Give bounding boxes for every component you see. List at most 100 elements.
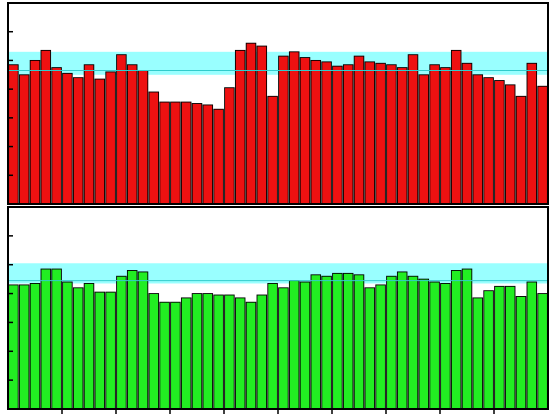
- top-bar-4: [40, 49, 52, 205]
- top-bar-6: [62, 72, 73, 205]
- top-bar-29: [310, 59, 322, 205]
- bottom-bar-21: [224, 294, 235, 410]
- bottom-bar-47: [504, 285, 516, 410]
- top-bar-8: [83, 64, 95, 205]
- bottom-bar-9: [94, 291, 106, 410]
- top-bar-21: [224, 87, 235, 205]
- bottom-bar-11: [116, 275, 127, 410]
- bottom-bar-43: [461, 268, 473, 410]
- bottom-bar-8: [83, 283, 95, 410]
- bottom-bar-48: [515, 296, 527, 410]
- top-bar-42: [450, 49, 462, 205]
- top-bar-36: [386, 64, 397, 205]
- top-bar-5: [51, 67, 62, 205]
- top-bar-40: [429, 64, 440, 205]
- top-bar-24: [256, 45, 268, 205]
- top-bar-7: [72, 77, 84, 205]
- top-bar-13: [137, 70, 149, 205]
- top-bar-9: [94, 78, 106, 205]
- top-bar-26: [278, 55, 289, 205]
- top-bar-19: [202, 104, 214, 205]
- bottom-bar-46: [494, 285, 505, 410]
- bottom-bar-7: [72, 287, 84, 410]
- top-panel: [7, 2, 549, 205]
- bottom-bar-41: [440, 283, 451, 410]
- bottom-bar-23: [245, 301, 257, 410]
- bottom-bar-27: [288, 280, 300, 410]
- bottom-bar-12: [126, 270, 138, 410]
- top-bar-11: [116, 54, 127, 205]
- bottom-bar-3: [29, 283, 41, 410]
- top-bar-44: [472, 74, 484, 205]
- bottom-bar-29: [310, 274, 322, 410]
- bottom-bar-39: [418, 278, 430, 410]
- top-bar-48: [515, 95, 527, 205]
- bottom-bar-15: [159, 301, 170, 410]
- bottom-bar-1: [8, 284, 19, 410]
- top-bar-31: [332, 65, 343, 205]
- top-bar-22: [234, 49, 246, 205]
- bottom-bar-14: [148, 293, 160, 410]
- bottom-bar-20: [213, 294, 224, 410]
- bottom-bar-50: [537, 293, 548, 410]
- bottom-bar-32: [342, 272, 354, 410]
- bottom-bar-45: [483, 290, 494, 410]
- bottom-bar-5: [51, 268, 62, 410]
- bottom-bar-36: [386, 275, 397, 410]
- bottom-bar-28: [299, 281, 311, 410]
- top-bar-3: [29, 59, 41, 205]
- bottom-bar-2: [18, 284, 30, 410]
- bottom-bar-22: [234, 297, 246, 410]
- top-bar-14: [148, 91, 160, 205]
- bottom-bar-31: [332, 272, 343, 410]
- top-bar-2: [18, 74, 30, 205]
- top-bar-35: [375, 62, 386, 205]
- top-bar-45: [483, 77, 494, 205]
- top-bar-50: [537, 85, 548, 205]
- bottom-bar-42: [450, 270, 462, 410]
- bottom-bar-4: [40, 268, 52, 410]
- top-bar-12: [126, 64, 138, 205]
- bottom-bar-44: [472, 297, 484, 410]
- bottom-bar-13: [137, 271, 149, 410]
- bottom-bar-17: [180, 297, 192, 410]
- top-bar-38: [407, 54, 419, 205]
- bottom-bar-16: [170, 301, 181, 410]
- top-bar-37: [396, 67, 408, 205]
- bottom-bar-24: [256, 294, 268, 410]
- top-bar-18: [191, 103, 203, 205]
- top-bar-34: [364, 61, 376, 205]
- top-frame: [7, 2, 549, 205]
- top-bar-28: [299, 57, 311, 205]
- top-bar-33: [353, 55, 365, 205]
- top-bar-39: [418, 74, 430, 205]
- bottom-panel: [7, 206, 549, 414]
- top-bar-41: [440, 67, 451, 205]
- bottom-bar-26: [278, 287, 289, 410]
- bottom-bar-25: [267, 283, 278, 410]
- top-bar-10: [105, 71, 116, 205]
- bottom-bar-37: [396, 271, 408, 410]
- top-bar-23: [245, 42, 257, 205]
- top-bar-30: [321, 61, 332, 205]
- top-bar-25: [267, 95, 278, 205]
- bottom-bar-34: [364, 287, 376, 410]
- bottom-bar-30: [321, 275, 332, 410]
- bottom-bar-19: [202, 293, 214, 410]
- top-bar-49: [526, 62, 538, 205]
- bottom-bar-40: [429, 281, 440, 410]
- bottom-bar-6: [62, 281, 73, 410]
- bottom-bar-33: [353, 274, 365, 410]
- top-bar-46: [494, 80, 505, 205]
- bottom-bar-18: [191, 293, 203, 410]
- bottom-bar-10: [105, 291, 116, 410]
- top-bar-43: [461, 62, 473, 205]
- top-bar-20: [213, 108, 224, 205]
- top-bar-15: [159, 101, 170, 205]
- bottom-bar-49: [526, 281, 538, 410]
- top-bar-16: [170, 101, 181, 205]
- top-bar-47: [504, 84, 516, 205]
- top-bar-27: [288, 51, 300, 205]
- bottom-bar-38: [407, 275, 419, 410]
